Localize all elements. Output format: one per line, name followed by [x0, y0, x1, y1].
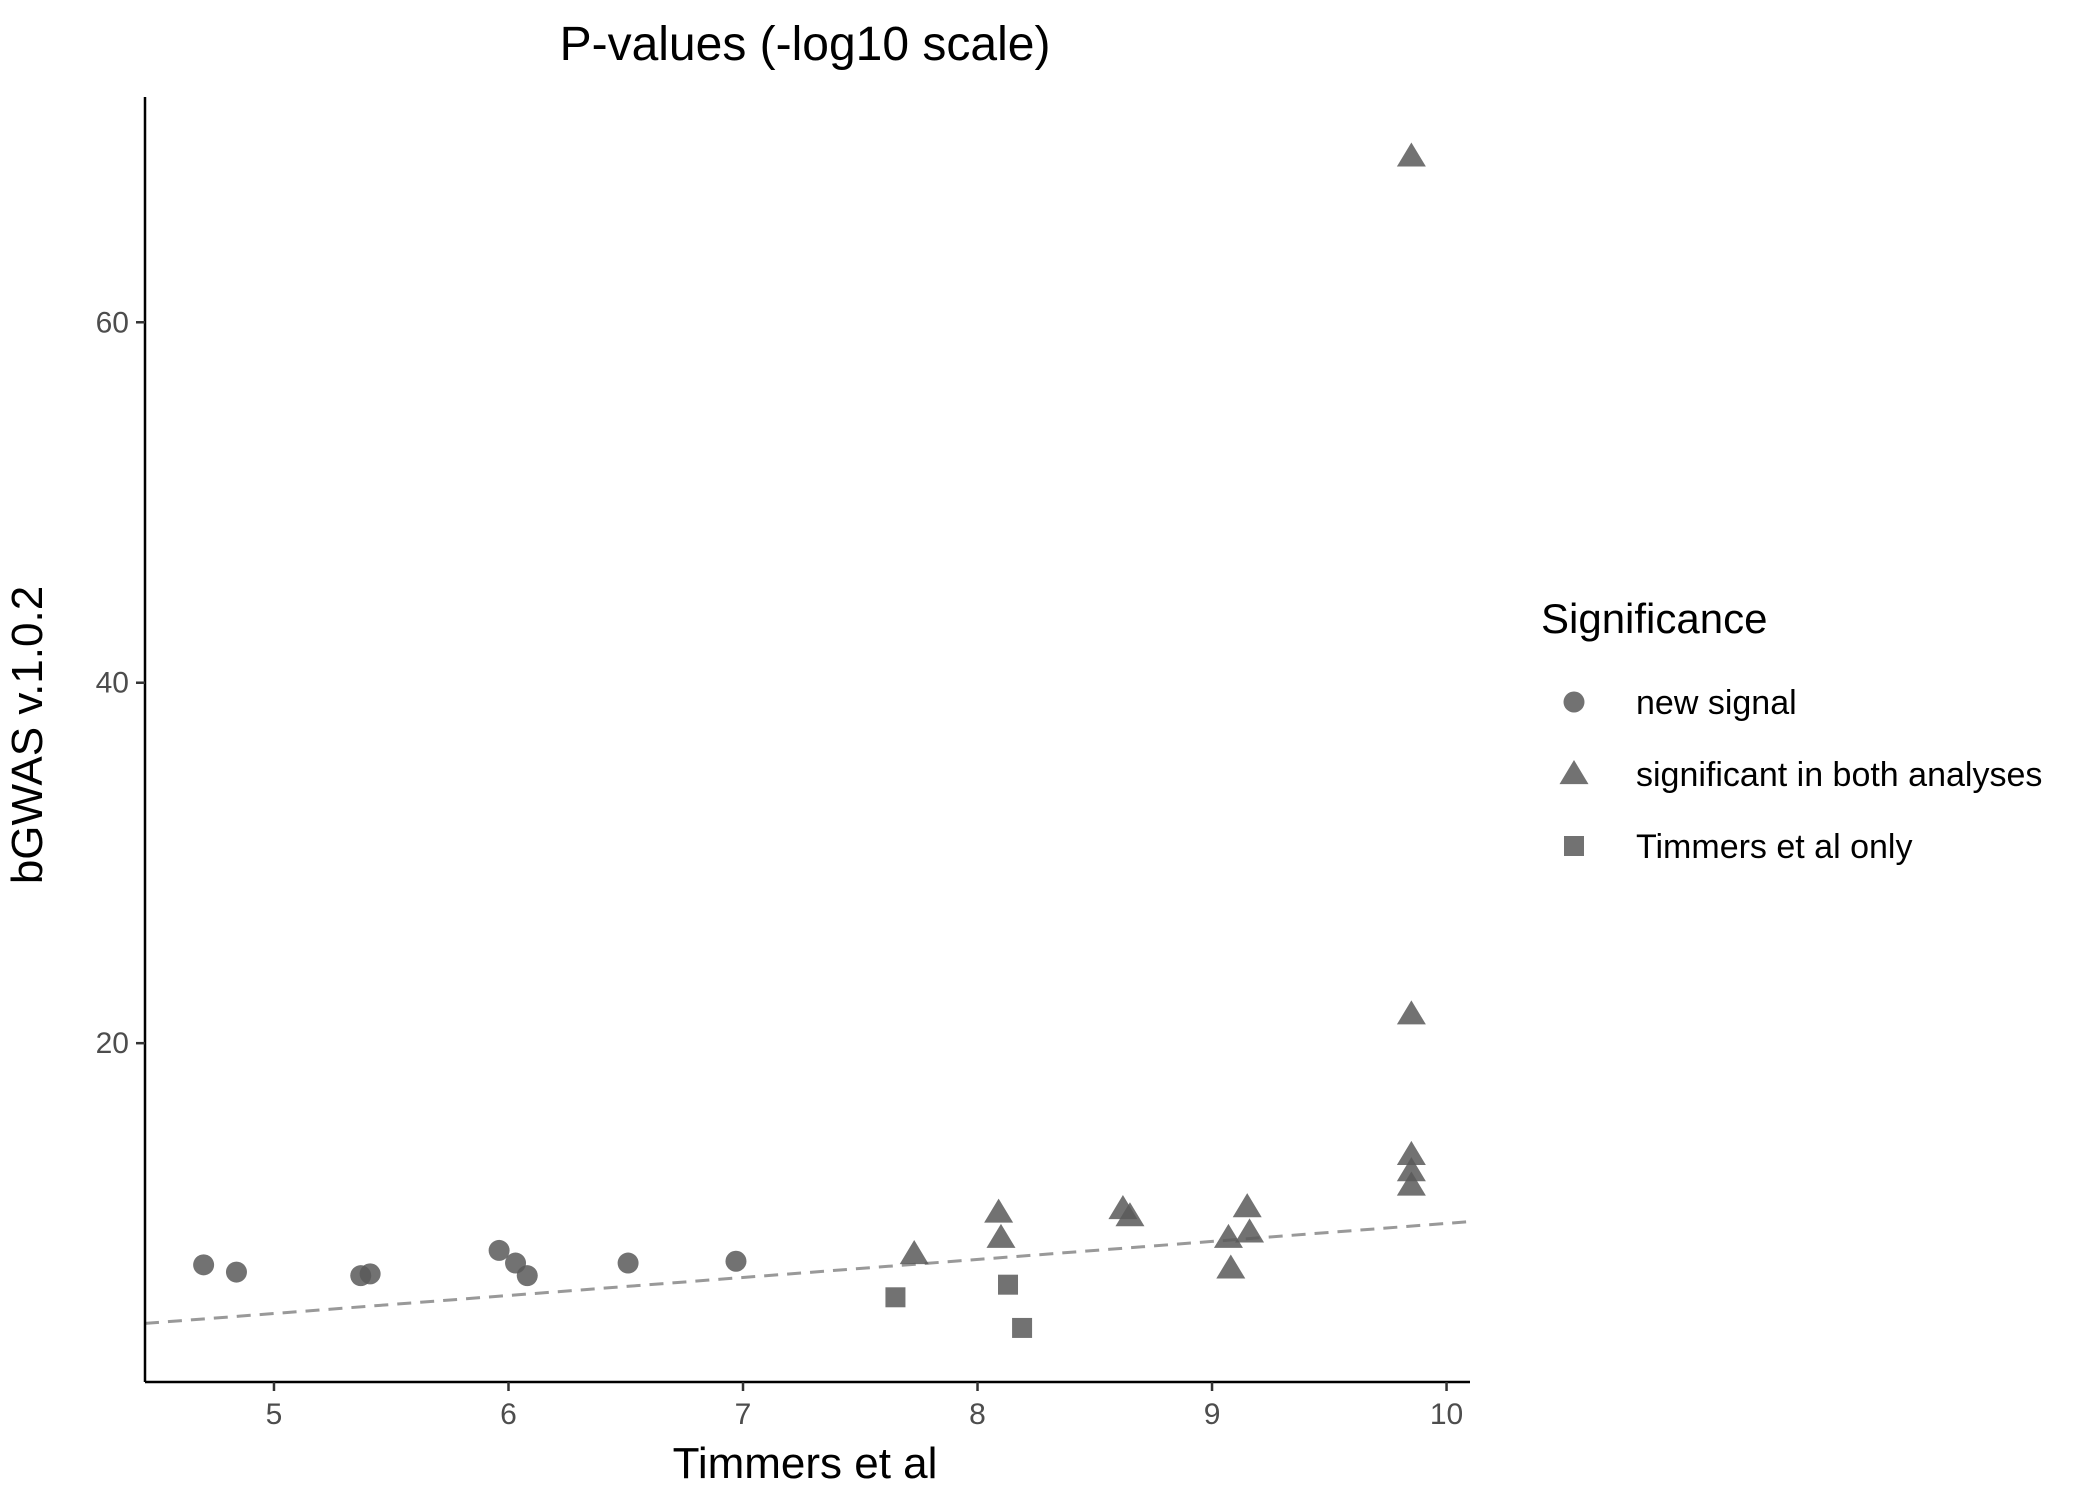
x-tick-label: 6	[500, 1398, 517, 1431]
y-tick-label: 40	[96, 667, 129, 700]
triangle-point	[1213, 1223, 1243, 1248]
circle-point	[193, 1254, 215, 1276]
points-layer	[193, 142, 1426, 1338]
y-axis-title: bGWAS v.1.0.2	[3, 586, 52, 884]
circle-point	[225, 1261, 247, 1283]
x-axis-title: Timmers et al	[673, 1439, 938, 1488]
x-tick-label: 5	[266, 1398, 283, 1431]
triangle-point	[1235, 1218, 1265, 1243]
reference-line	[144, 1220, 1471, 1325]
circle-point	[725, 1250, 747, 1272]
square-point	[885, 1287, 906, 1308]
square-point	[998, 1274, 1019, 1295]
circle-point	[488, 1239, 510, 1261]
triangle-point	[984, 1198, 1014, 1223]
triangle-point	[1396, 1171, 1426, 1196]
triangle-point	[986, 1223, 1016, 1248]
triangle-point	[899, 1240, 929, 1265]
y-axis-ticks: 20 40 60	[96, 306, 145, 1060]
plot-area	[144, 142, 1471, 1338]
triangle-point	[1396, 1000, 1426, 1025]
legend-key-square	[1564, 836, 1584, 856]
x-axis-ticks: 5 6 7 8 9 10	[266, 1382, 1463, 1431]
legend-label: Timmers et al only	[1636, 828, 1912, 866]
chart-title: P-values (-log10 scale)	[560, 18, 1051, 71]
legend-label: new signal	[1636, 684, 1797, 722]
triangle-point	[1396, 1157, 1426, 1182]
triangle-point	[1396, 142, 1426, 167]
legend-key-circle	[1563, 691, 1585, 713]
square-point	[1012, 1317, 1033, 1338]
legend-label: significant in both analyses	[1636, 756, 2042, 794]
legend-key-triangle	[1559, 760, 1589, 785]
legend-title: Significance	[1541, 595, 1767, 642]
legend-items: new signal significant in both analyses Ti…	[1559, 684, 2042, 866]
x-tick-label: 8	[969, 1398, 986, 1431]
y-tick-label: 60	[96, 306, 129, 339]
triangle-point	[1115, 1202, 1145, 1227]
triangle-point	[1232, 1193, 1262, 1218]
circle-point	[617, 1252, 639, 1274]
circle-point	[359, 1263, 381, 1285]
x-tick-label: 10	[1430, 1398, 1463, 1431]
legend: Significance new signal significant in bo…	[1541, 595, 2042, 866]
x-tick-label: 9	[1204, 1398, 1221, 1431]
x-tick-label: 7	[735, 1398, 752, 1431]
circle-point	[516, 1265, 538, 1287]
triangle-point	[1216, 1254, 1246, 1279]
triangle-point	[1396, 1140, 1426, 1165]
y-tick-label: 20	[96, 1027, 129, 1060]
